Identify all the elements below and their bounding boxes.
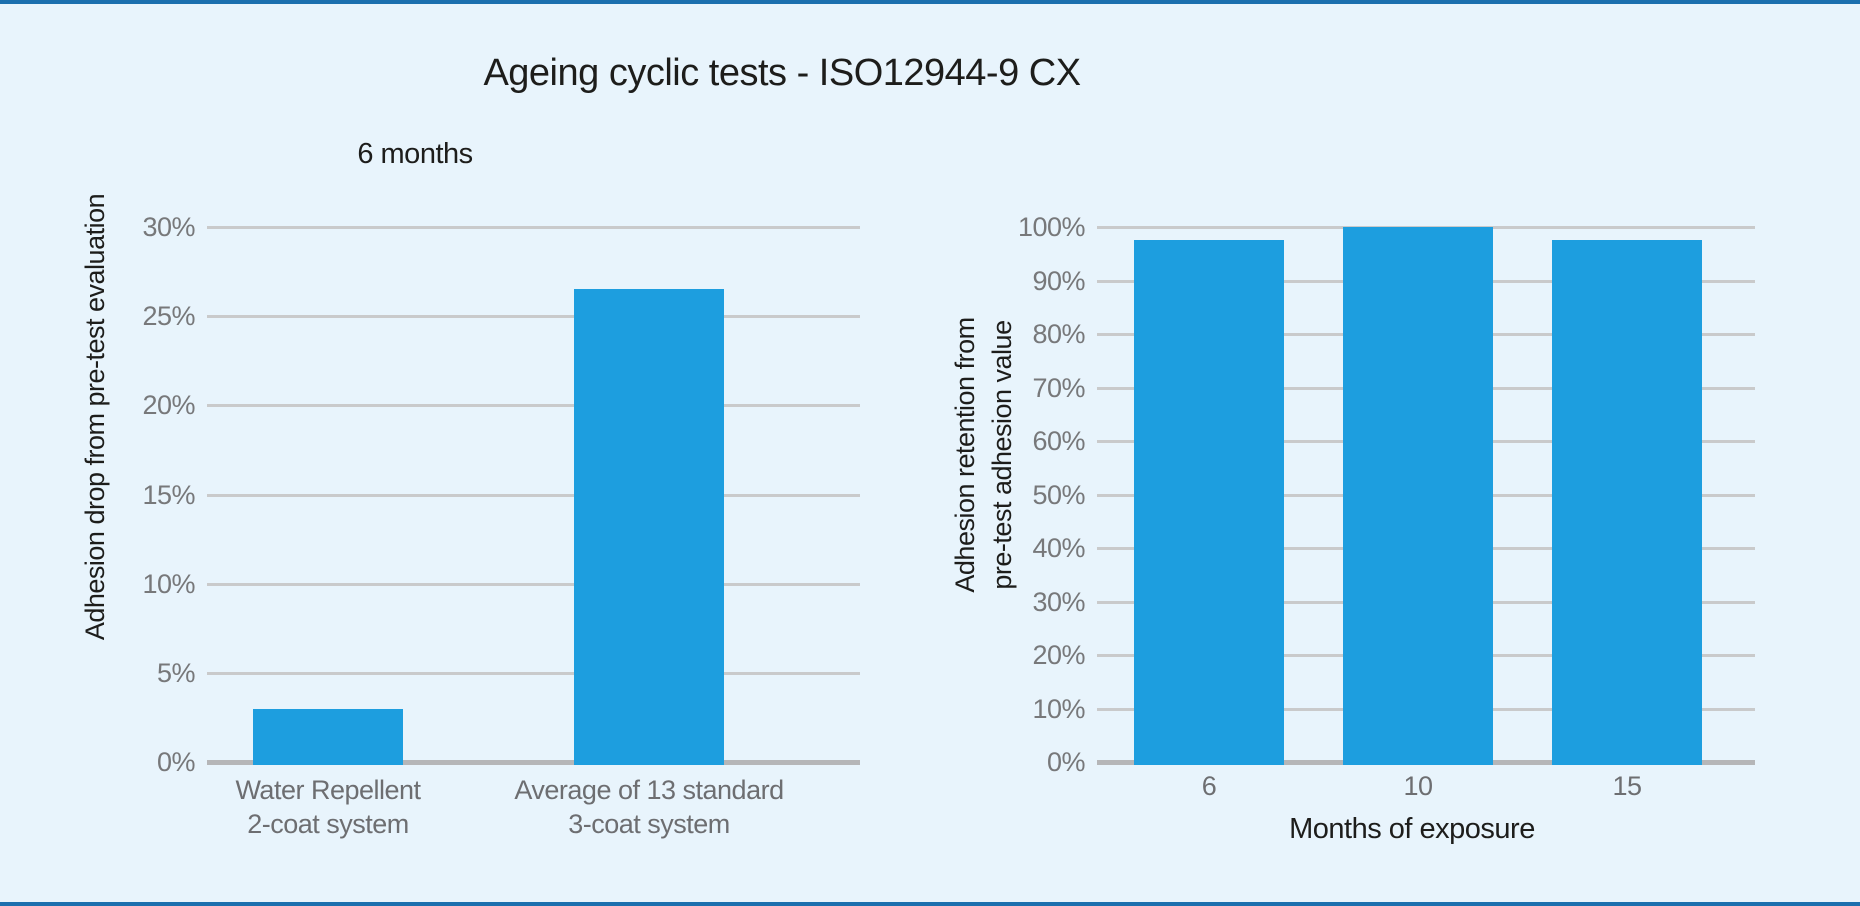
gridline: [207, 493, 860, 497]
y-tick-label: 30%: [1032, 586, 1085, 617]
bar: [253, 708, 403, 765]
category-label: Average of 13 standard 3-coat system: [514, 775, 784, 839]
gridline: [207, 315, 860, 319]
y-axis-title: Adhesion retention from pre-test adhesio…: [950, 317, 1017, 593]
y-tick-label: 25%: [142, 301, 195, 332]
y-tick-label: 10%: [1032, 693, 1085, 724]
gridline: [1097, 707, 1755, 711]
y-tick-label: 100%: [1017, 212, 1086, 242]
bar: [1134, 240, 1284, 765]
bottom-frame-border: [0, 902, 1860, 906]
figure-title: Ageing cyclic tests - ISO12944-9 CX: [483, 52, 1081, 94]
y-tick-label: 90%: [1032, 265, 1085, 296]
gridline: [207, 404, 860, 408]
y-tick-label: 80%: [1032, 319, 1085, 349]
gridline: [1097, 493, 1755, 497]
y-tick-label: 5%: [156, 657, 196, 688]
x-axis-title: Months of exposure: [1289, 813, 1535, 845]
x-tick-label: 6: [1201, 771, 1217, 801]
y-axis-title: Adhesion drop from pre-test evaluation: [80, 193, 110, 641]
y-tick-label: 30%: [142, 212, 195, 242]
y-tick-label: 50%: [1032, 479, 1085, 510]
gridline: [1097, 226, 1755, 229]
y-tick-label: 70%: [1032, 372, 1085, 403]
x-tick-label: 10: [1403, 771, 1433, 801]
y-tick-label: 0%: [156, 747, 196, 777]
bar: [1552, 240, 1702, 765]
gridline: [1097, 547, 1755, 550]
x-tick-label: 15: [1612, 771, 1642, 801]
y-tick-label: 15%: [142, 479, 195, 510]
y-tick-label: 20%: [1032, 640, 1085, 670]
top-frame-border: [0, 0, 1860, 4]
gridline: [1097, 440, 1755, 443]
bar: [574, 289, 724, 765]
category-label: Water Repellent 2-coat system: [235, 775, 421, 839]
gridline: [1097, 333, 1755, 336]
gridline: [1097, 600, 1755, 604]
y-tick-label: 40%: [1032, 533, 1085, 563]
gridline: [207, 582, 860, 586]
chart-subtitle: 6 months: [357, 138, 473, 170]
y-tick-label: 60%: [1032, 426, 1085, 456]
x-axis-baseline: [1097, 760, 1755, 765]
y-tick-label: 10%: [142, 568, 195, 599]
gridline: [1097, 654, 1755, 657]
gridline: [1097, 386, 1755, 390]
y-tick-label: 20%: [142, 390, 195, 421]
x-axis-baseline: [207, 760, 860, 765]
gridline: [1097, 279, 1755, 283]
bar: [1343, 227, 1493, 765]
y-tick-label: 0%: [1046, 747, 1086, 777]
gridline: [207, 671, 860, 675]
gridline: [207, 226, 860, 229]
